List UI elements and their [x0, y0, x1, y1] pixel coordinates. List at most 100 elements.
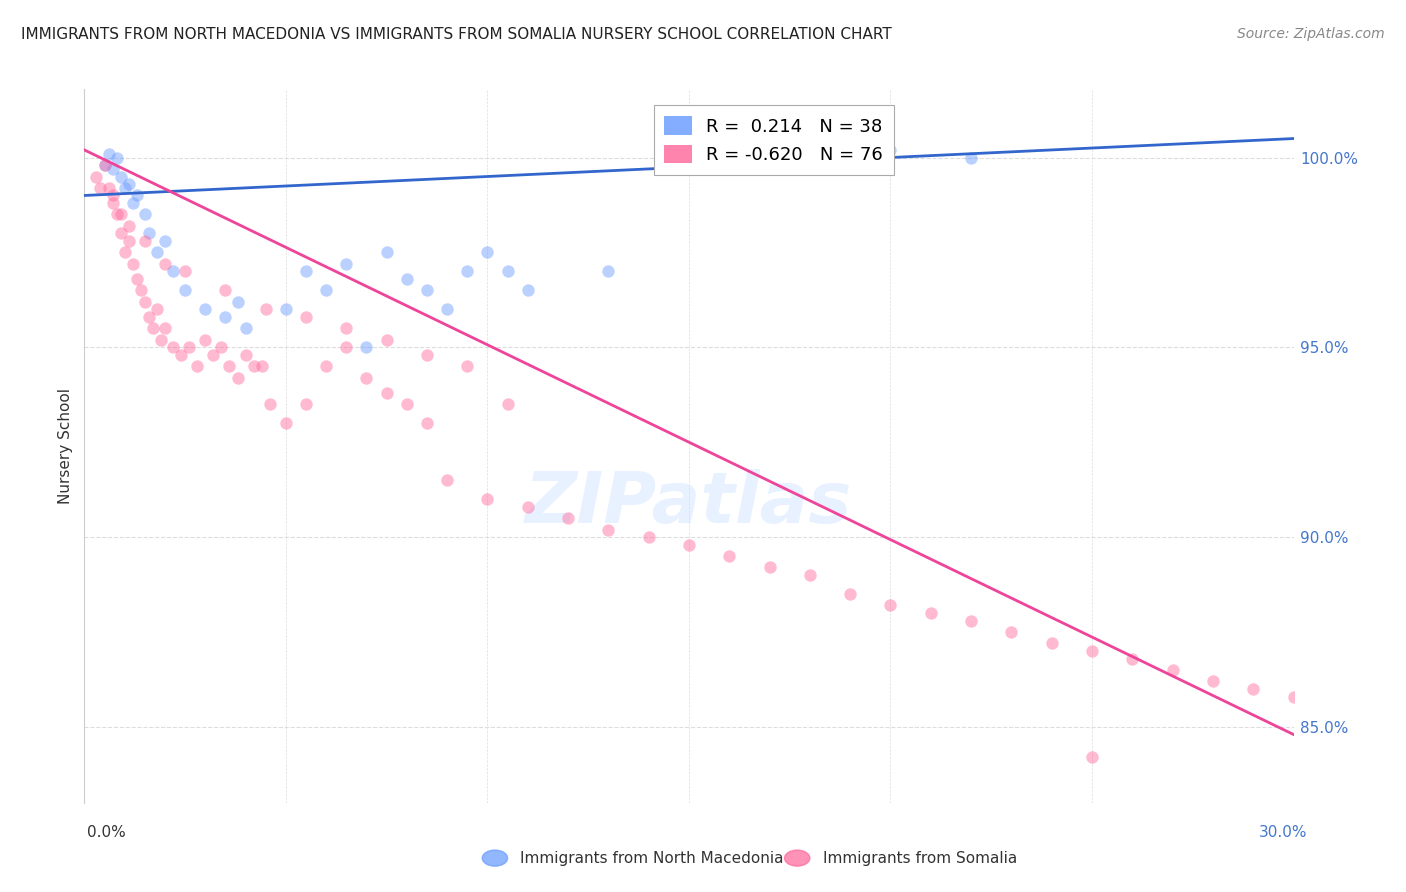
- Point: [477, 245, 499, 260]
- Point: [121, 257, 143, 271]
- Point: [142, 321, 165, 335]
- Point: [89, 181, 111, 195]
- Point: [134, 294, 156, 309]
- Point: [105, 207, 128, 221]
- Point: [114, 181, 136, 195]
- Point: [356, 340, 378, 354]
- Point: [209, 340, 232, 354]
- Point: [678, 538, 700, 552]
- Point: [1121, 651, 1143, 665]
- Point: [226, 294, 249, 309]
- Point: [162, 340, 184, 354]
- Point: [295, 310, 318, 324]
- Point: [557, 511, 579, 525]
- Point: [315, 359, 337, 374]
- Point: [1202, 674, 1225, 689]
- Point: [879, 143, 901, 157]
- Point: [395, 272, 418, 286]
- Point: [186, 359, 208, 374]
- Point: [129, 284, 152, 298]
- Text: 30.0%: 30.0%: [1260, 825, 1308, 840]
- Point: [375, 333, 398, 347]
- Point: [1081, 644, 1104, 658]
- Point: [138, 227, 160, 241]
- Point: [879, 599, 901, 613]
- Point: [259, 397, 281, 411]
- Point: [146, 302, 169, 317]
- Point: [758, 560, 780, 574]
- Text: IMMIGRANTS FROM NORTH MACEDONIA VS IMMIGRANTS FROM SOMALIA NURSERY SCHOOL CORREL: IMMIGRANTS FROM NORTH MACEDONIA VS IMMIG…: [21, 27, 891, 42]
- Point: [1081, 750, 1104, 764]
- Point: [274, 416, 297, 430]
- Point: [598, 264, 620, 278]
- Point: [356, 370, 378, 384]
- Point: [1040, 636, 1063, 650]
- Point: [170, 348, 193, 362]
- Point: [179, 340, 201, 354]
- Point: [214, 310, 236, 324]
- Point: [718, 549, 741, 563]
- Point: [153, 321, 176, 335]
- Point: [97, 181, 120, 195]
- Point: [138, 310, 160, 324]
- Point: [194, 302, 217, 317]
- Point: [1000, 625, 1022, 640]
- Point: [456, 264, 478, 278]
- Point: [960, 151, 983, 165]
- Point: [226, 370, 249, 384]
- Point: [97, 146, 120, 161]
- Point: [162, 264, 184, 278]
- Point: [416, 284, 439, 298]
- Point: [110, 207, 132, 221]
- Point: [496, 264, 519, 278]
- Point: [101, 188, 124, 202]
- Point: [105, 151, 128, 165]
- Point: [598, 523, 620, 537]
- Point: [153, 234, 176, 248]
- Point: [202, 348, 225, 362]
- Point: [456, 359, 478, 374]
- Point: [149, 333, 172, 347]
- Point: [758, 151, 780, 165]
- Point: [146, 245, 169, 260]
- Point: [839, 158, 862, 172]
- Point: [254, 302, 277, 317]
- Point: [335, 321, 357, 335]
- Point: [960, 614, 983, 628]
- Point: [516, 500, 538, 514]
- Point: [315, 284, 337, 298]
- Point: [436, 473, 458, 487]
- Text: Immigrants from Somalia: Immigrants from Somalia: [823, 851, 1017, 865]
- Point: [93, 158, 115, 172]
- Point: [153, 257, 176, 271]
- Text: Source: ZipAtlas.com: Source: ZipAtlas.com: [1237, 27, 1385, 41]
- Point: [121, 196, 143, 211]
- Point: [218, 359, 240, 374]
- Point: [118, 234, 141, 248]
- Text: 0.0%: 0.0%: [87, 825, 127, 840]
- Point: [799, 568, 821, 582]
- Point: [242, 359, 264, 374]
- Text: ZIPatlas: ZIPatlas: [526, 468, 852, 538]
- Point: [250, 359, 273, 374]
- Point: [839, 587, 862, 601]
- Point: [436, 302, 458, 317]
- Legend: R =  0.214   N = 38, R = -0.620   N = 76: R = 0.214 N = 38, R = -0.620 N = 76: [654, 105, 894, 175]
- Point: [134, 234, 156, 248]
- Point: [125, 188, 148, 202]
- Point: [295, 264, 318, 278]
- Point: [274, 302, 297, 317]
- Point: [416, 416, 439, 430]
- Point: [101, 161, 124, 176]
- Point: [194, 333, 217, 347]
- Point: [920, 606, 942, 620]
- Point: [114, 245, 136, 260]
- Point: [375, 245, 398, 260]
- Point: [118, 219, 141, 233]
- Point: [235, 321, 257, 335]
- Point: [174, 264, 197, 278]
- Point: [637, 530, 659, 544]
- Point: [416, 348, 439, 362]
- Point: [134, 207, 156, 221]
- Point: [1241, 681, 1264, 696]
